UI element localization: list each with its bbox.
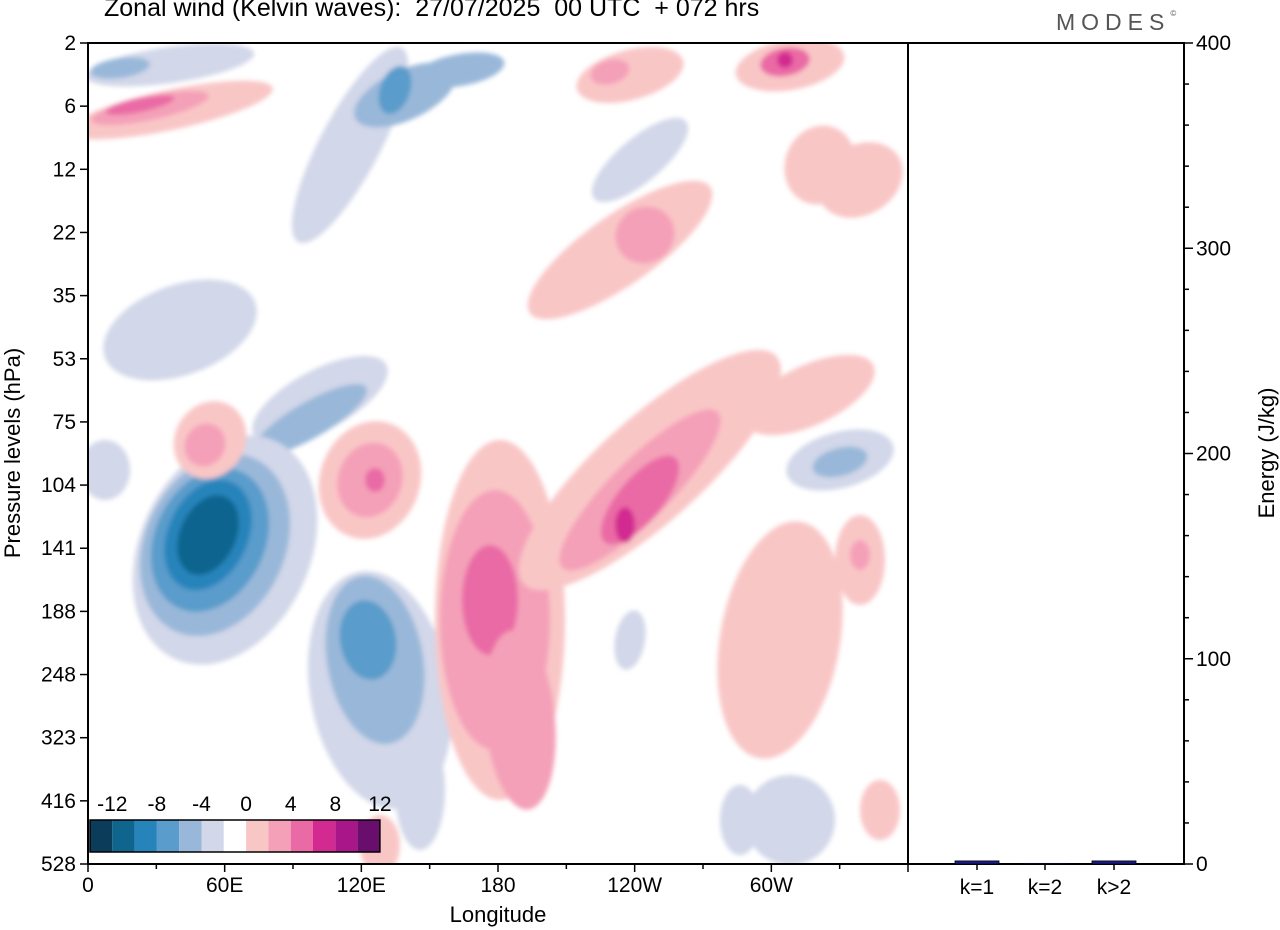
colorbar-label: -12 <box>97 793 127 816</box>
x-tick-label: 120E <box>337 874 386 897</box>
y-tick-label: 528 <box>41 853 76 876</box>
colorbar-label: -4 <box>192 793 211 816</box>
x-axis-title: Longitude <box>450 902 547 927</box>
brand-logo: MODES© <box>1056 9 1176 36</box>
x-tick-label: 60E <box>206 874 243 897</box>
x-tick-label: 60W <box>750 874 793 897</box>
contour-positive <box>777 52 793 68</box>
colorbar-swatch <box>290 820 313 852</box>
colorbar-label: 0 <box>240 793 252 816</box>
contour-positive <box>462 545 518 655</box>
energy-tick-label: 200 <box>1196 443 1231 466</box>
y-tick-label: 53 <box>53 348 76 371</box>
contour-positive <box>484 630 556 810</box>
contour-negative <box>415 52 505 88</box>
energy-category-label: k>2 <box>1097 876 1131 899</box>
energy-panel-frame <box>907 42 1185 865</box>
energy-bar <box>1091 860 1137 865</box>
contour-negative <box>177 495 239 575</box>
contour-positive <box>784 125 856 205</box>
y-tick-label: 22 <box>53 221 76 244</box>
colorbar-swatch <box>357 820 380 852</box>
brand-mark: © <box>1170 9 1177 18</box>
colorbar-frame <box>89 819 381 853</box>
colorbar-swatch <box>335 820 358 852</box>
energy-category-label: k=1 <box>960 876 994 899</box>
x-tick-label: 120W <box>607 874 662 897</box>
contour-negative <box>395 730 445 850</box>
contour-negative <box>378 65 412 115</box>
chart-title: Zonal wind (Kelvin waves): 27/07/2025 00… <box>104 0 760 22</box>
y-tick-label: 323 <box>41 727 76 750</box>
contour-positive <box>365 468 385 492</box>
contour-negative <box>614 610 646 670</box>
contour-field <box>88 43 903 864</box>
colorbar-swatch <box>156 820 180 852</box>
colorbar: -12 -8 -4 0 4 8 12 <box>89 793 392 853</box>
colorbar-swatch <box>179 820 202 852</box>
y-axis-title: Pressure levels (hPa) <box>0 348 25 558</box>
contour-negative <box>88 440 130 500</box>
energy-tick-label: 100 <box>1196 648 1231 671</box>
colorbar-label: 8 <box>329 793 341 816</box>
contour-positive <box>576 46 684 104</box>
colorbar-label: -8 <box>148 793 167 816</box>
contour-positive <box>615 206 675 264</box>
y-tick-label: 104 <box>41 474 76 497</box>
energy-axis-title: Energy (J/kg) <box>1254 388 1279 519</box>
energy-bar-chart: 0 100 200 300 400 k=1 k=2 k>2 <box>954 32 1231 899</box>
energy-tick-label: 300 <box>1196 237 1231 260</box>
contour-positive <box>615 507 635 543</box>
colorbar-swatch <box>223 820 247 852</box>
y-tick-label: 188 <box>41 600 76 623</box>
contour-positive <box>184 423 226 467</box>
contour-positive <box>860 780 900 840</box>
x-tick-label: 0 <box>82 874 94 897</box>
energy-bar <box>954 860 1000 865</box>
contour-positive <box>717 521 843 759</box>
colorbar-swatch <box>134 820 157 852</box>
colorbar-swatch <box>201 820 224 852</box>
colorbar-swatch <box>246 820 269 852</box>
y-tick-label: 75 <box>53 411 76 434</box>
contour-positive <box>745 354 875 436</box>
contour-negative <box>90 57 150 79</box>
y-tick-label: 35 <box>53 285 76 308</box>
contour-negative <box>591 117 689 203</box>
brand-name: MODES <box>1056 9 1171 35</box>
contour-negative <box>103 279 257 381</box>
pressure-axis: 2 6 12 22 35 53 75 104 141 188 248 323 416 528 <box>41 32 88 876</box>
colorbar-label: 12 <box>368 793 391 816</box>
contour-positive <box>590 59 630 85</box>
contour-positive <box>105 95 175 115</box>
y-tick-label: 416 <box>41 790 76 813</box>
colorbar-label: 4 <box>285 793 297 816</box>
longitude-axis: 0 60E 120E 180 120W 60W <box>82 864 909 897</box>
energy-tick-label: 400 <box>1196 32 1231 55</box>
y-tick-label: 2 <box>64 32 76 55</box>
contour-negative <box>720 785 760 855</box>
y-tick-label: 141 <box>41 537 76 560</box>
colorbar-swatch <box>268 820 291 852</box>
contour-negative <box>252 383 368 457</box>
contour-positive <box>850 540 870 570</box>
y-tick-label: 12 <box>53 158 76 181</box>
y-tick-label: 248 <box>41 664 76 687</box>
contour-negative <box>812 446 868 478</box>
x-tick-label: 180 <box>480 874 515 897</box>
colorbar-swatch <box>90 820 113 852</box>
colorbar-swatch <box>313 820 336 852</box>
colorbar-swatch <box>112 820 135 852</box>
contour-layers <box>88 43 903 864</box>
contour-negative <box>339 600 397 680</box>
y-tick-label: 6 <box>64 95 76 118</box>
energy-tick-label: 0 <box>1196 853 1208 876</box>
contour-negative <box>745 775 835 864</box>
energy-category-label: k=2 <box>1028 876 1062 899</box>
